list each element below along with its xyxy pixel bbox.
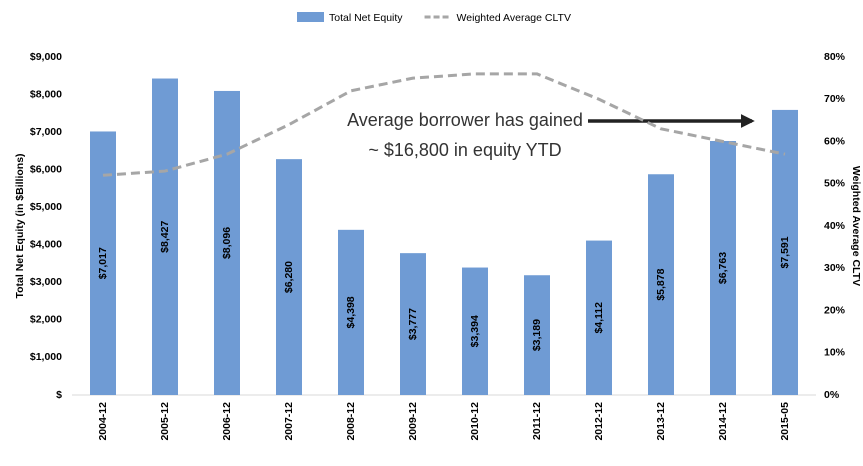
- data-label: $8,427: [159, 221, 171, 253]
- y-tick-label: $2,000: [30, 314, 62, 326]
- bar: [400, 253, 426, 395]
- y2-tick-label: 30%: [824, 262, 846, 274]
- line: [102, 72, 786, 177]
- x-tick-label: 2011-12: [531, 402, 543, 440]
- legend-label: Total Net Equity: [329, 12, 403, 24]
- data-label: $3,777: [407, 308, 419, 340]
- x-tick-label: 2008-12: [345, 402, 357, 441]
- bar: [152, 78, 178, 395]
- bar: [710, 141, 736, 395]
- x-tick-label: 2005-12: [159, 402, 171, 441]
- y2-axis-label: Weighted Average CLTV: [850, 166, 862, 286]
- y-tick-label: $5,000: [30, 201, 62, 213]
- data-label: $4,398: [345, 296, 357, 328]
- y2-tick-label: 60%: [824, 135, 846, 147]
- data-label: $3,189: [531, 319, 543, 351]
- data-label: $8,096: [221, 227, 233, 259]
- data-label: $6,280: [283, 261, 295, 293]
- y-tick-label: $4,000: [30, 239, 62, 251]
- bar: [276, 159, 302, 395]
- bar: [648, 174, 674, 395]
- y2-tick-label: 70%: [824, 93, 846, 105]
- y-tick-label: $3,000: [30, 276, 62, 288]
- y-tick-label: $6,000: [30, 163, 62, 175]
- x-tick-label: 2010-12: [469, 402, 481, 441]
- y2-tick-label: 40%: [824, 220, 846, 232]
- data-label: $6,763: [717, 252, 729, 284]
- annotation: ~ $16,800 in equity YTD: [368, 140, 561, 160]
- x-tick-label: 2014-12: [717, 402, 729, 441]
- data-label: $7,017: [97, 247, 109, 279]
- y-axis-label: Total Net Equity (in $Billions): [14, 153, 26, 298]
- data-label: $4,112: [593, 302, 605, 334]
- x-tick-label: 2007-12: [283, 402, 295, 441]
- y2-tick-label: 20%: [824, 304, 846, 316]
- bar: [586, 240, 612, 395]
- data-label: $5,878: [655, 268, 667, 300]
- x-tick-label: 2015-05: [779, 402, 791, 441]
- legend-label: Weighted Average CLTV: [457, 12, 571, 24]
- y2-tick-label: 50%: [824, 178, 846, 190]
- legend-swatch: [297, 12, 324, 22]
- bar: [214, 90, 240, 395]
- y-tick-label: $9,000: [30, 51, 62, 63]
- y-tick-label: $1,000: [30, 351, 62, 363]
- y2-tick-label: 0%: [824, 389, 840, 401]
- y2-tick-label: 80%: [824, 51, 846, 63]
- y2-tick-label: 10%: [824, 347, 846, 359]
- x-tick-label: 2006-12: [221, 402, 233, 441]
- bar: [524, 275, 550, 395]
- annotation: Average borrower has gained: [347, 110, 583, 130]
- y-tick-label: $8,000: [30, 88, 62, 100]
- bar: [338, 229, 364, 395]
- data-label: $7,591: [779, 236, 791, 268]
- y-tick-label: $7,000: [30, 126, 62, 138]
- x-tick-label: 2009-12: [407, 402, 419, 441]
- y-tick-label: $: [56, 389, 62, 401]
- x-tick-label: 2004-12: [97, 402, 109, 441]
- data-label: $3,394: [469, 315, 481, 347]
- bar: [772, 109, 798, 396]
- bar: [462, 267, 488, 395]
- x-tick-label: 2012-12: [593, 402, 605, 441]
- x-tick-label: 2013-12: [655, 402, 667, 441]
